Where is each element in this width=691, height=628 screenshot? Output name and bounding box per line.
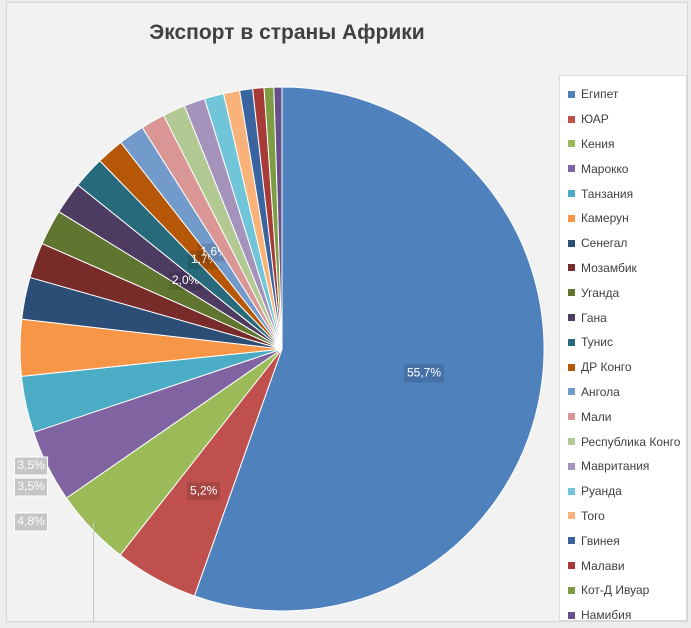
legend-label: ДР Конго: [581, 360, 632, 375]
pie-slice-0: [193, 86, 545, 612]
pie-label-1: 5,2%: [190, 483, 218, 497]
legend-swatch: [568, 338, 575, 346]
legend-item-10: Тунис: [560, 330, 686, 355]
legend-swatch: [568, 190, 575, 198]
legend-item-3: Марокко: [560, 156, 686, 181]
legend-item-9: Гана: [560, 305, 686, 330]
pie-label-box-5: [13, 456, 49, 476]
legend-swatch: [568, 140, 575, 148]
legend-item-4: Танзания: [560, 181, 686, 206]
legend-item-19: Малави: [560, 553, 686, 578]
legend-swatch: [568, 165, 575, 173]
legend-swatch: [568, 90, 575, 98]
pie-slice-21: [273, 86, 283, 350]
legend-label: Мавритания: [581, 459, 650, 474]
legend-label: Ангола: [581, 384, 620, 399]
legend-swatch: [568, 289, 575, 297]
legend-item-1: ЮАР: [560, 107, 686, 132]
pie-label-4: 3,5%: [17, 479, 45, 493]
legend-swatch: [568, 388, 575, 396]
legend-label: Республика Конго: [581, 434, 681, 449]
legend-label: Тунис: [581, 335, 613, 350]
legend-swatch: [568, 264, 575, 272]
legend-item-0: Египет: [560, 82, 686, 107]
legend-label: Того: [581, 508, 605, 523]
legend-item-8: Уганда: [560, 280, 686, 305]
pie-label-box-2: [13, 512, 49, 532]
legend-item-6: Сенегал: [560, 231, 686, 256]
pie-label-box-4: [13, 477, 49, 497]
legend-item-20: Кот-Д Ивуар: [560, 578, 686, 603]
legend-swatch: [568, 314, 575, 322]
legend-label: Танзания: [581, 186, 634, 201]
legend-label: Уганда: [581, 285, 620, 300]
legend-swatch: [568, 611, 575, 619]
legend-swatch: [568, 586, 575, 594]
leader-line: [93, 523, 94, 623]
legend-label: Руанда: [581, 484, 622, 499]
legend-swatch: [568, 462, 575, 470]
legend-item-5: Камерун: [560, 206, 686, 231]
legend-swatch: [568, 363, 575, 371]
legend-swatch: [568, 562, 575, 570]
legend: Египет ЮАР Кения Марокко Танзания Камерун Сене…: [559, 75, 687, 622]
legend-swatch: [568, 214, 575, 222]
legend-label: Гвинея: [581, 533, 620, 548]
legend-swatch: [568, 438, 575, 446]
legend-item-17: Того: [560, 504, 686, 529]
legend-swatch: [568, 413, 575, 421]
chart-area: Экспорт в страны Африки 55,7% 5,2% 4,8% 3,5…: [6, 2, 688, 623]
legend-item-14: Республика Конго: [560, 429, 686, 454]
legend-item-7: Мозамбик: [560, 256, 686, 281]
legend-label: Марокко: [581, 161, 629, 176]
legend-swatch: [568, 239, 575, 247]
legend-item-18: Гвинея: [560, 528, 686, 553]
pie-chart: 55,7%5,2%4,8%3,5%3,5%2,0%1,7%1,6%: [13, 86, 545, 612]
legend-item-15: Мавритания: [560, 454, 686, 479]
legend-item-16: Руанда: [560, 479, 686, 504]
legend-label: Намибия: [581, 608, 632, 623]
legend-swatch: [568, 537, 575, 545]
legend-label: ЮАР: [581, 112, 609, 127]
legend-swatch: [568, 512, 575, 520]
pie-label-0: 55,7%: [407, 366, 441, 380]
legend-label: Сенегал: [581, 236, 628, 251]
legend-swatch: [568, 487, 575, 495]
legend-swatch: [568, 115, 575, 123]
legend-label: Малави: [581, 558, 625, 573]
chart-title: Экспорт в страны Африки: [149, 21, 425, 44]
pie-label-5: 3,5%: [17, 458, 45, 472]
pie-label-2: 4,8%: [17, 514, 45, 528]
legend-item-12: Ангола: [560, 380, 686, 405]
legend-label: Мозамбик: [581, 260, 637, 275]
legend-label: Кот-Д Ивуар: [581, 583, 650, 598]
legend-label: Кения: [581, 136, 615, 151]
legend-item-21: Намибия: [560, 603, 686, 628]
legend-label: Египет: [581, 87, 619, 102]
legend-label: Камерун: [581, 211, 629, 226]
legend-item-11: ДР Конго: [560, 355, 686, 380]
pie-label-box-0: [404, 364, 445, 383]
legend-label: Мали: [581, 409, 612, 424]
legend-item-13: Мали: [560, 404, 686, 429]
legend-label: Гана: [581, 310, 607, 325]
pie-label-box-1: [187, 482, 221, 501]
legend-item-2: Кения: [560, 132, 686, 157]
